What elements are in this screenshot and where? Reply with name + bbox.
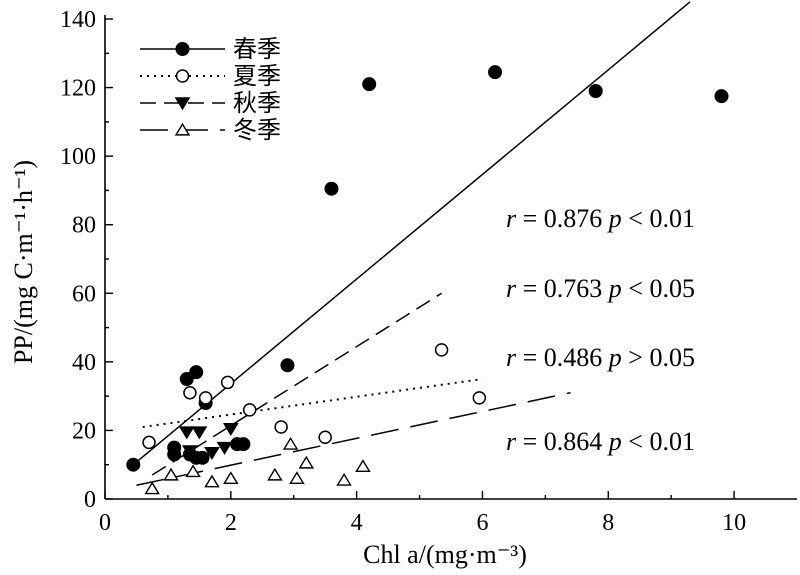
point-秋季: [182, 445, 198, 459]
point-夏季: [142, 435, 156, 450]
y-tick-label: 40: [72, 350, 96, 376]
point-秋季: [216, 441, 233, 455]
x-axis-title: Chl a/(mg·m⁻³): [363, 540, 527, 569]
point-冬季: [267, 467, 283, 481]
point-冬季: [355, 459, 371, 473]
y-tick-label: 0: [84, 487, 96, 513]
stat-annotation: r = 0.876 p < 0.01: [506, 204, 695, 233]
y-tick-label: 100: [60, 144, 96, 170]
point-春季: [236, 437, 251, 452]
point-春季: [280, 358, 295, 373]
fit-line-冬季: [136, 391, 571, 487]
x-tick-label: 10: [722, 510, 746, 536]
data-points: [126, 65, 729, 495]
point-春季: [195, 450, 210, 465]
legend-label-夏季: 夏季: [233, 62, 281, 90]
legend-label-冬季: 冬季: [233, 116, 281, 144]
x-tick-label: 0: [99, 510, 111, 536]
point-夏季: [472, 391, 487, 405]
legend-marker-夏季: [175, 69, 190, 83]
point-夏季: [220, 375, 235, 390]
point-夏季: [242, 403, 257, 417]
point-春季: [126, 457, 141, 472]
point-冬季: [298, 455, 315, 469]
point-夏季: [183, 385, 197, 400]
point-夏季: [434, 343, 449, 357]
point-冬季: [282, 436, 299, 450]
stat-annotation: r = 0.486 p > 0.05: [506, 343, 695, 372]
legend-marker-秋季: [174, 97, 191, 111]
x-tick-label: 6: [476, 510, 488, 536]
x-tick-label: 4: [351, 510, 363, 536]
legend-label-春季: 春季: [233, 35, 281, 63]
legend-marker-春季: [175, 42, 190, 56]
point-春季: [324, 181, 339, 196]
point-春季: [362, 77, 377, 92]
y-tick-label: 120: [60, 76, 96, 102]
x-tick-label: 2: [225, 510, 237, 536]
point-冬季: [336, 472, 352, 486]
y-axis-title: PP/(mg C·m⁻¹·h⁻¹): [9, 160, 38, 364]
point-秋季: [178, 426, 195, 440]
point-春季: [189, 365, 204, 380]
point-春季: [714, 89, 729, 104]
point-秋季: [222, 422, 239, 436]
point-冬季: [144, 481, 160, 495]
point-春季: [588, 84, 603, 98]
point-夏季: [198, 391, 213, 405]
point-秋季: [204, 446, 220, 460]
y-tick-label: 60: [72, 281, 96, 307]
y-tick-label: 20: [72, 418, 96, 444]
statistics-annotations: r = 0.876 p < 0.01 r = 0.763 p < 0.05 r = …: [506, 204, 695, 456]
x-tick-label: 8: [602, 510, 614, 536]
legend-label-秋季: 秋季: [233, 89, 281, 117]
point-春季: [179, 372, 194, 386]
y-tick-label: 140: [60, 7, 96, 33]
point-冬季: [163, 467, 179, 481]
point-秋季: [191, 426, 208, 440]
point-冬季: [204, 474, 220, 488]
point-冬季: [185, 464, 201, 478]
fit-line-秋季: [151, 292, 442, 476]
point-春季: [488, 65, 503, 80]
stat-annotation: r = 0.864 p < 0.01: [506, 427, 695, 456]
stat-annotation: r = 0.763 p < 0.05: [506, 274, 695, 303]
point-夏季: [274, 420, 288, 434]
fit-line-春季: [132, 1, 691, 466]
point-冬季: [289, 471, 305, 485]
point-夏季: [318, 430, 332, 445]
fit-line-夏季: [142, 378, 483, 428]
point-冬季: [223, 471, 239, 485]
legend-marker-冬季: [174, 122, 191, 136]
point-春季: [167, 447, 182, 462]
regression-lines: [132, 1, 691, 487]
y-tick-label: 80: [72, 213, 96, 239]
